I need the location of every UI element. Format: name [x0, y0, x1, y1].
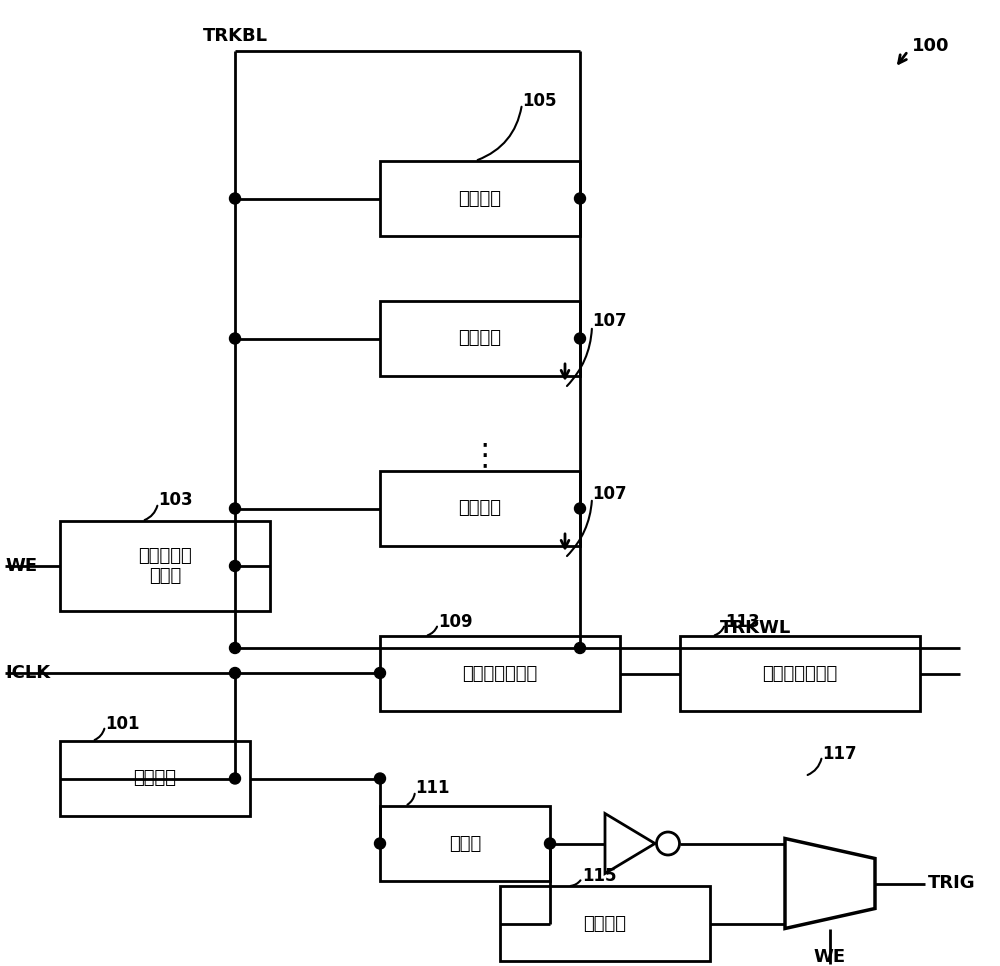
Circle shape [574, 333, 586, 344]
Circle shape [230, 773, 240, 784]
Text: 115: 115 [582, 867, 616, 885]
Text: WE: WE [5, 557, 37, 575]
Text: 追蹤字線驅動器: 追蹤字線驅動器 [462, 665, 538, 683]
Bar [60, 521, 270, 611]
Circle shape [544, 838, 556, 849]
Text: ⋮: ⋮ [470, 441, 500, 470]
Text: 107: 107 [592, 485, 627, 503]
Text: 109: 109 [438, 613, 473, 631]
Text: 111: 111 [415, 779, 450, 797]
Text: 仿效式寫入
驅動器: 仿效式寫入 驅動器 [138, 547, 192, 585]
Text: ICLK: ICLK [5, 664, 50, 682]
Text: 117: 117 [822, 745, 857, 763]
Circle shape [374, 668, 386, 678]
Text: 追蹤胞元: 追蹤胞元 [458, 189, 502, 208]
Text: 105: 105 [522, 92, 556, 110]
Text: 追蹤胞元: 追蹤胞元 [458, 499, 502, 518]
Circle shape [230, 642, 240, 654]
Circle shape [230, 193, 240, 204]
Circle shape [374, 773, 386, 784]
Text: 107: 107 [592, 312, 627, 330]
Text: 103: 103 [158, 491, 193, 509]
Bar [500, 886, 710, 961]
Text: 預充電器: 預充電器 [133, 770, 176, 787]
Circle shape [574, 642, 586, 654]
Text: WE: WE [814, 948, 846, 966]
Bar [380, 301, 580, 376]
Text: 寫入延遲: 寫入延遲 [584, 915, 626, 932]
Circle shape [230, 333, 240, 344]
Text: 100: 100 [912, 37, 949, 55]
Bar [60, 741, 250, 816]
Text: TRKBL: TRKBL [202, 27, 268, 45]
Bar [380, 636, 620, 711]
Bar [380, 471, 580, 546]
Circle shape [574, 193, 586, 204]
Circle shape [230, 560, 240, 572]
Text: 113: 113 [725, 613, 760, 631]
Bar [380, 161, 580, 236]
Circle shape [230, 503, 240, 514]
Bar [380, 806, 550, 881]
Text: TRIG: TRIG [928, 874, 976, 893]
Circle shape [374, 838, 386, 849]
Text: 追蹤胞元: 追蹤胞元 [458, 329, 502, 348]
Circle shape [230, 668, 240, 678]
Text: 101: 101 [105, 715, 140, 733]
Circle shape [574, 503, 586, 514]
Text: TRKWL: TRKWL [720, 619, 791, 637]
Bar [680, 636, 920, 711]
Text: 緩沖器: 緩沖器 [449, 835, 481, 853]
Text: 仿效式字線負載: 仿效式字線負載 [762, 665, 838, 683]
